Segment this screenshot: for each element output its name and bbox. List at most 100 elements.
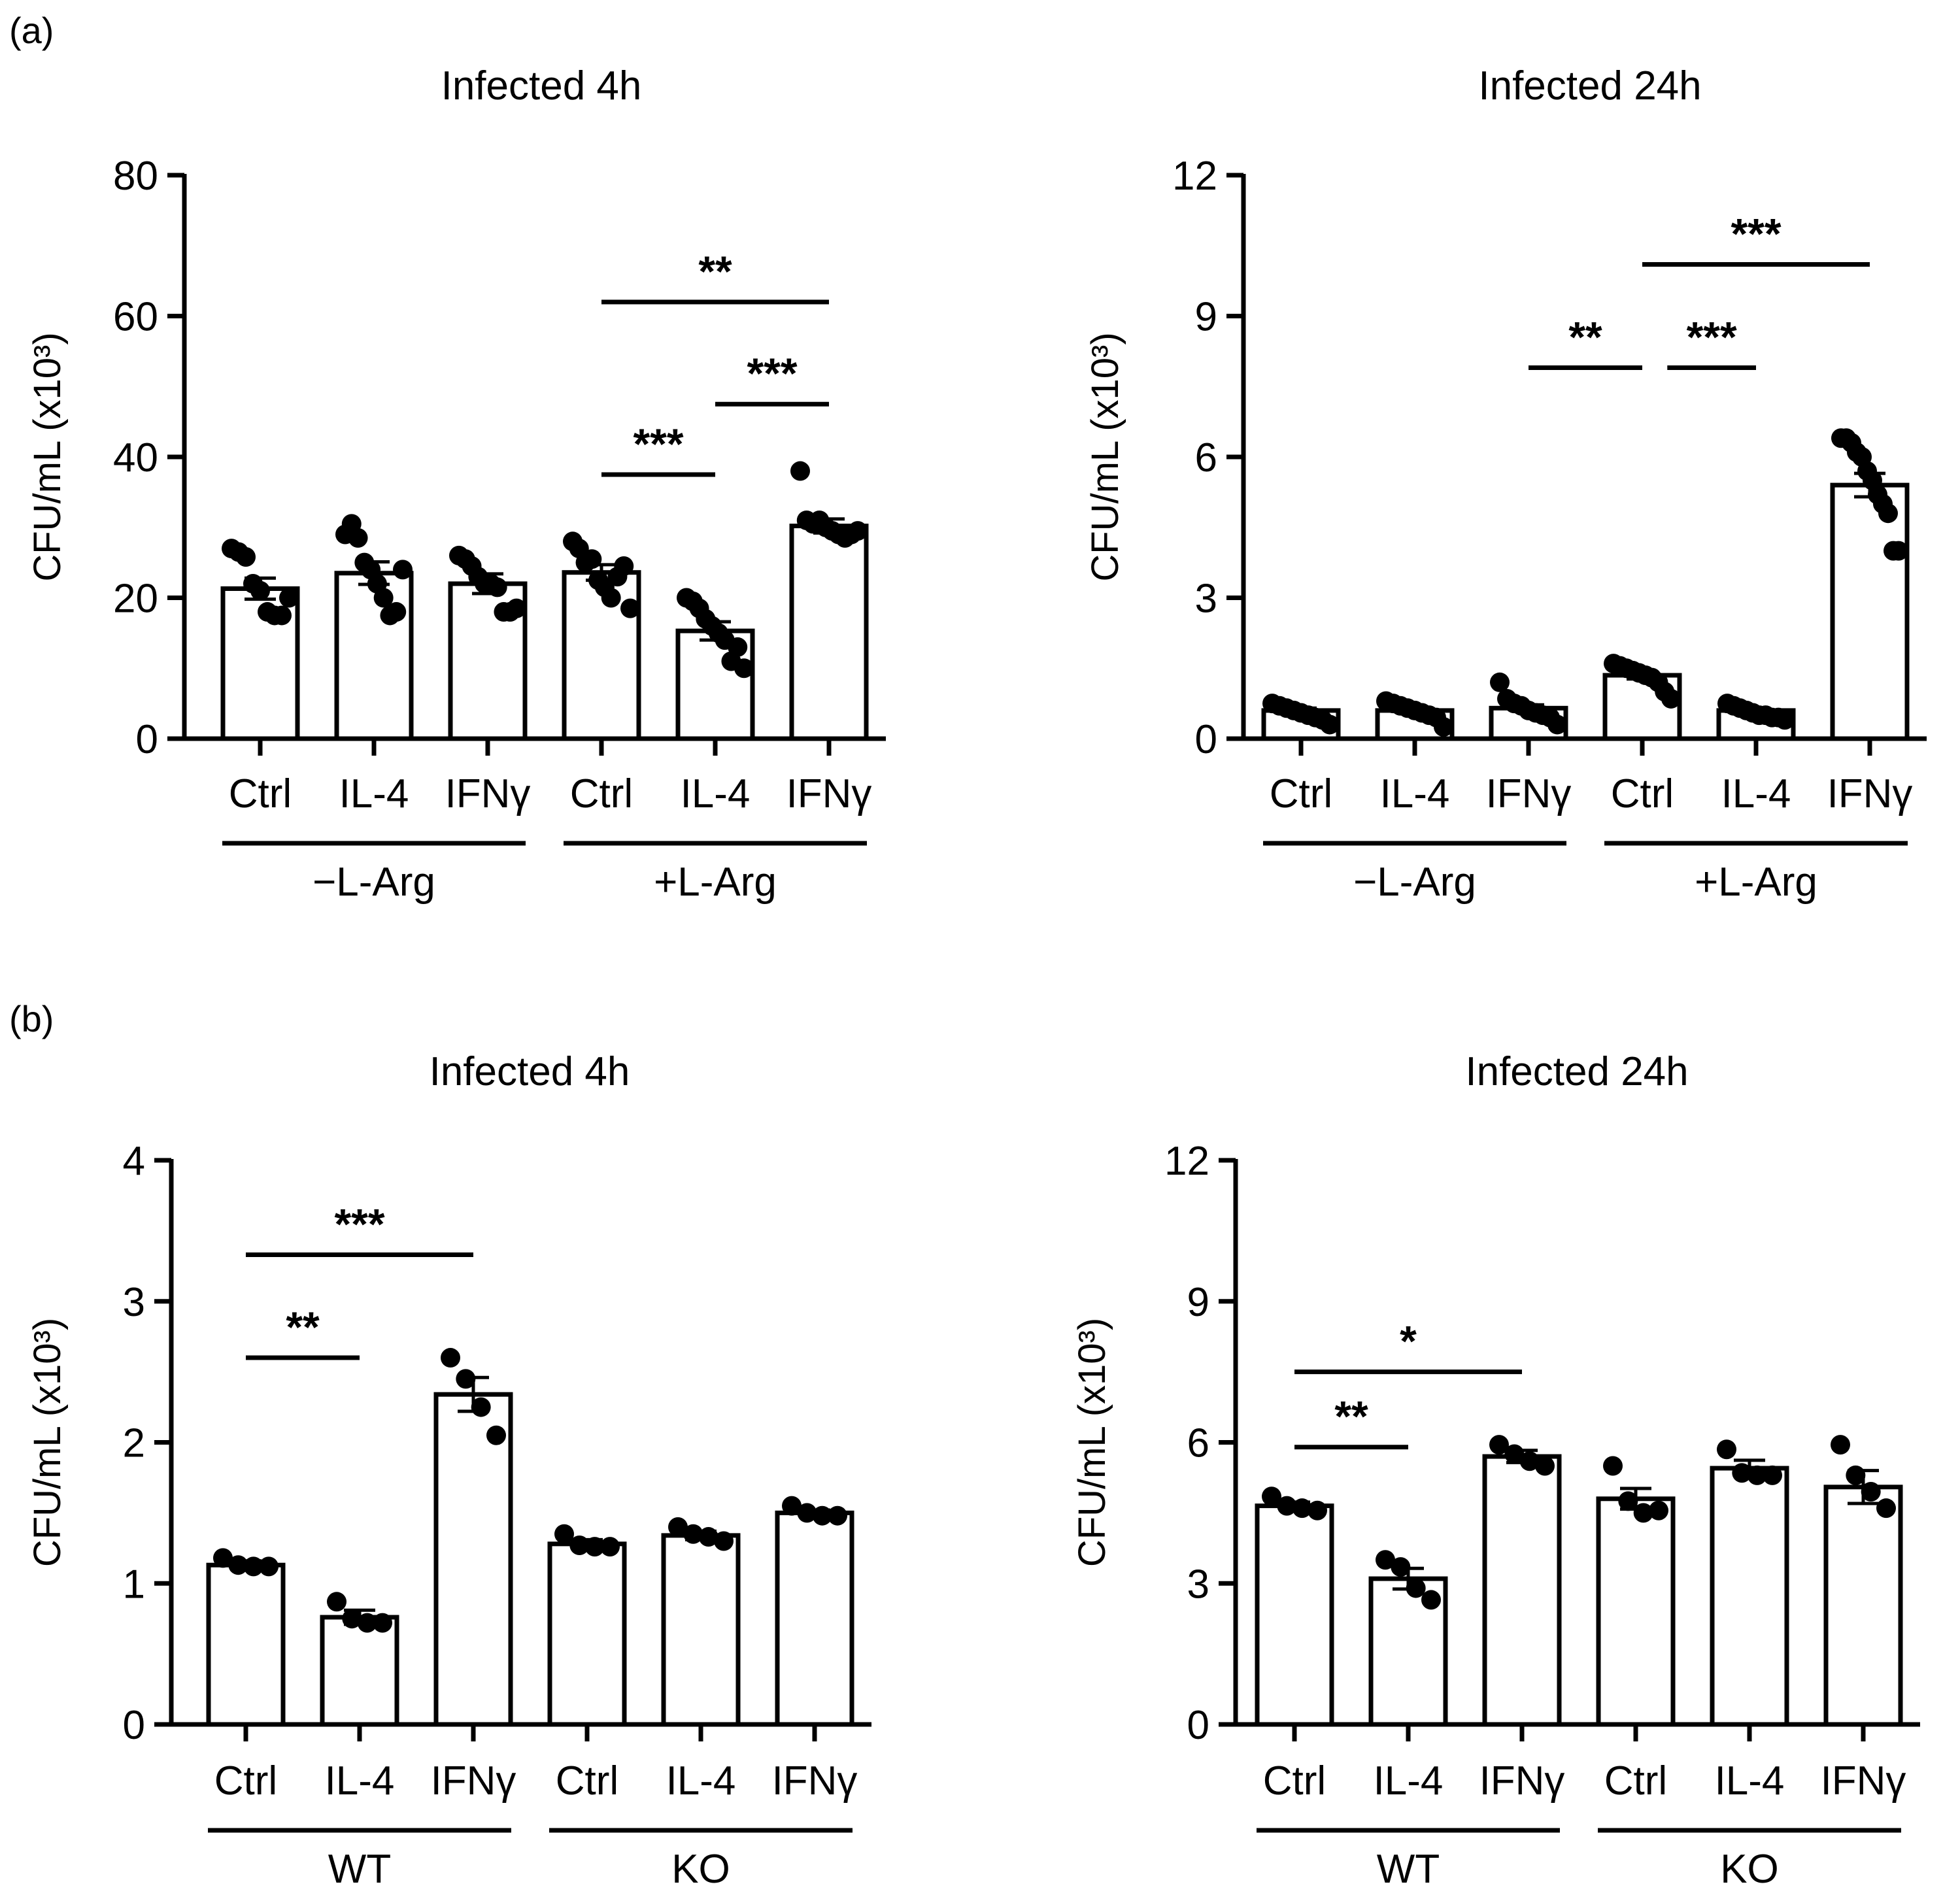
bar [1596,1496,1676,1727]
data-point [1406,1578,1426,1598]
category-label: Ctrl [556,1758,618,1804]
bar [1830,482,1910,741]
data-point [1889,541,1908,561]
data-point [734,658,754,679]
data-point [668,1517,688,1537]
bar [661,1533,741,1727]
y-tick-label: 0 [1187,1703,1209,1748]
data-point [507,598,526,618]
data-point [471,1397,491,1417]
data-point [1878,503,1898,524]
bar [206,1562,286,1727]
data-point [1717,1439,1736,1460]
data-point [782,1496,802,1516]
data-point [1421,1590,1441,1610]
data-point [1861,1482,1881,1502]
data-point [279,588,299,608]
category-label: IL-4 [1721,771,1791,816]
chart-title: Infected 4h [441,63,642,109]
significance-label: *** [747,349,797,397]
data-point [620,598,640,618]
category-label: IFNγ [1486,771,1572,816]
category-label: Ctrl [1263,1758,1326,1804]
category-label: IFNγ [786,771,872,816]
group-label: −L-Arg [313,860,435,905]
y-tick-label: 3 [123,1280,145,1325]
y-tick-label: 9 [1187,1280,1209,1325]
data-point [348,528,368,548]
panel-label-b: (b) [9,998,54,1039]
data-point [554,1524,574,1544]
data-point [1292,1498,1312,1519]
data-point [1262,1486,1281,1507]
y-tick-label: 3 [1195,577,1217,622]
category-label: Ctrl [229,771,292,816]
category-label: IL-4 [1380,771,1450,816]
data-point [1661,688,1681,709]
data-point [601,588,621,608]
bar [1823,1485,1903,1727]
data-point [569,1535,590,1555]
y-tick-label: 20 [113,577,158,622]
data-point [1391,1557,1411,1577]
panel-label-a: (a) [9,10,54,51]
data-point [250,580,270,601]
data-point [728,637,748,657]
data-point [1649,1500,1668,1520]
data-point [1618,1491,1638,1511]
y-tick-label: 12 [1164,1139,1209,1184]
y-tick-label: 4 [123,1139,145,1184]
category-label: IL-4 [666,1758,736,1804]
data-point [486,1425,506,1445]
data-point [1876,1498,1896,1519]
significance-label: ** [1334,1392,1368,1441]
group-label: +L-Arg [1695,860,1817,905]
bar [1255,1503,1334,1727]
data-point [848,521,868,541]
category-label: IFNγ [772,1758,858,1804]
data-point [272,605,292,626]
category-label: Ctrl [1611,771,1674,816]
y-tick-label: 12 [1172,154,1217,199]
chart-b-infected-24h: Infected 24h CFU/mL (x10³) 0 3 6 9 12 Ctrl IL-4 I… [1071,1049,1920,1892]
group-label: KO [1720,1847,1779,1892]
category-label: IL-4 [1374,1758,1444,1804]
data-point [1831,1435,1850,1455]
data-point [357,1613,377,1633]
data-point [828,1505,847,1526]
data-point [236,547,256,567]
bar [562,570,641,741]
data-point [441,1348,460,1368]
data-point [342,1609,362,1629]
data-point [582,549,602,569]
category-label: Ctrl [570,771,633,816]
data-point [1376,1550,1395,1570]
category-label: IL-4 [681,771,751,816]
chart-a-infected-24h: Infected 24h CFU/mL (x10³) 0 3 6 9 12 Ctrl IL-4 I… [1084,63,1927,905]
category-label: IFNγ [431,1758,516,1804]
data-point [243,1556,263,1577]
data-point [812,1505,832,1526]
category-label: IL-4 [1715,1758,1785,1804]
y-tick-label: 0 [1195,717,1217,762]
data-point [1747,1465,1767,1485]
y-tick-label: 6 [1195,435,1217,480]
data-point [714,1531,734,1551]
data-point [584,1537,605,1557]
bar [1482,1454,1562,1727]
data-point [1489,1435,1509,1455]
significance-label: ** [286,1303,320,1351]
category-label: IFNγ [445,771,531,816]
category-label: IL-4 [339,771,409,816]
y-tick-label: 2 [123,1421,145,1466]
data-point [259,1556,279,1577]
data-point [1547,714,1567,735]
chart-title: Infected 4h [430,1049,630,1094]
y-tick-label: 3 [1187,1562,1209,1607]
data-point [373,588,394,608]
bar [320,1615,399,1727]
data-point [327,1592,346,1612]
group-label: −L-Arg [1353,860,1476,905]
data-point [1434,717,1453,737]
